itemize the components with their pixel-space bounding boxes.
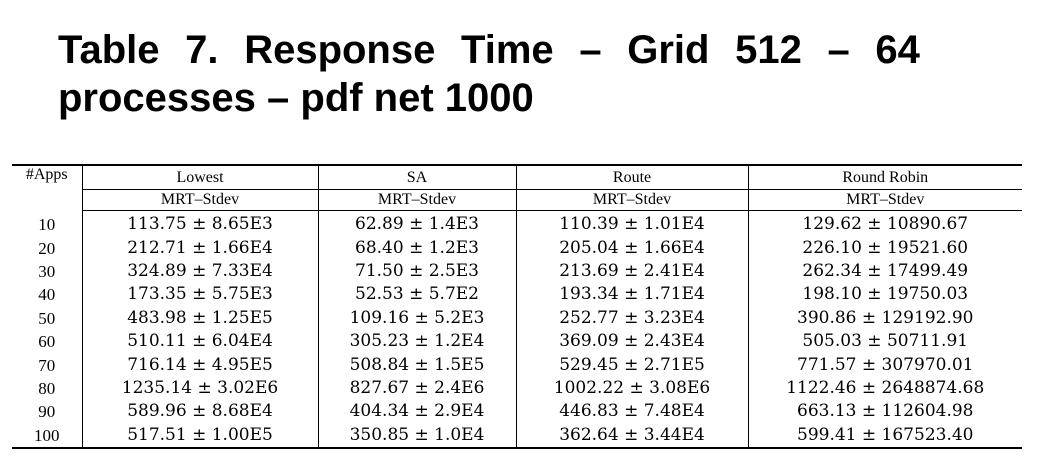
table-row: 10 113.75 ± 8.65E3 62.89 ± 1.4E3 110.39 ± 1… bbox=[12, 210, 1022, 237]
table-row: 70 716.14 ± 4.95E5 508.84 ± 1.5E5 529.45 ± … bbox=[12, 353, 1022, 377]
table-row: 30 324.89 ± 7.33E4 71.50 ± 2.5E3 213.69 ± 2… bbox=[12, 259, 1022, 284]
value-cell: 350.85 ± 1.0E4 bbox=[318, 423, 517, 448]
value-cell: 205.04 ± 1.66E4 bbox=[516, 236, 749, 260]
value-cell: 113.75 ± 8.65E3 bbox=[82, 210, 319, 237]
table-row: 100 517.51 ± 1.00E5 350.85 ± 1.0E4 362.64 ±… bbox=[12, 423, 1022, 448]
table-row: 20 212.71 ± 1.66E4 68.40 ± 1.2E3 205.04 ± 1… bbox=[12, 236, 1022, 260]
caption-word: Grid bbox=[627, 28, 710, 72]
caption-word: 64 bbox=[875, 28, 920, 72]
value-cell: 827.67 ± 2.4E6 bbox=[318, 376, 517, 401]
value-cell: 62.89 ± 1.4E3 bbox=[318, 210, 517, 237]
value-cell: 483.98 ± 1.25E5 bbox=[82, 306, 319, 330]
table-row: 50 483.98 ± 1.25E5 109.16 ± 5.2E3 252.77 ± … bbox=[12, 306, 1022, 330]
subheader-cell: MRT–Stdev bbox=[82, 189, 319, 211]
subheader-cell: MRT–Stdev bbox=[318, 189, 517, 211]
table-row: 60 510.11 ± 6.04E4 305.23 ± 1.2E4 369.09 ± … bbox=[12, 329, 1022, 354]
subheader-cell: MRT–Stdev bbox=[516, 189, 749, 211]
apps-cell: 80 bbox=[12, 376, 83, 401]
response-time-table: #Apps Lowest SA Route Round Robin MRT–St… bbox=[12, 164, 1022, 449]
value-cell: 362.64 ± 3.44E4 bbox=[516, 423, 749, 448]
subheader-cell: MRT–Stdev bbox=[748, 189, 1022, 211]
apps-cell: 90 bbox=[12, 400, 83, 424]
apps-cell: 70 bbox=[12, 353, 83, 377]
value-cell: 173.35 ± 5.75E3 bbox=[82, 283, 319, 307]
column-header-sa: SA bbox=[318, 165, 517, 190]
apps-cell: 50 bbox=[12, 306, 83, 330]
value-cell: 213.69 ± 2.41E4 bbox=[516, 259, 749, 284]
value-cell: 252.77 ± 3.23E4 bbox=[516, 306, 749, 330]
value-cell: 129.62 ± 10890.67 bbox=[802, 214, 969, 235]
apps-cell: 30 bbox=[12, 259, 83, 284]
value-cell: 390.86 ± 129192.90 bbox=[797, 307, 974, 328]
value-cell: 198.10 ± 19750.03 bbox=[802, 284, 969, 305]
table-row: 90 589.96 ± 8.68E4 404.34 ± 2.9E4 446.83 ± … bbox=[12, 400, 1022, 424]
table-caption: Table 7. Response Time – Grid 512 – 64 p… bbox=[58, 26, 1018, 122]
value-cell: 1122.46 ± 2648874.68 bbox=[786, 377, 985, 398]
value-cell: 193.34 ± 1.71E4 bbox=[516, 283, 749, 307]
caption-word: – bbox=[827, 28, 850, 72]
value-cell: 1235.14 ± 3.02E6 bbox=[82, 376, 319, 401]
value-cell: 52.53 ± 5.7E2 bbox=[318, 283, 517, 307]
column-header-lowest: Lowest bbox=[82, 165, 319, 190]
value-cell: 716.14 ± 4.95E5 bbox=[82, 353, 319, 377]
value-cell: 68.40 ± 1.2E3 bbox=[318, 236, 517, 260]
caption-word: Time bbox=[461, 28, 554, 72]
column-header-round-robin: Round Robin bbox=[842, 168, 929, 186]
value-cell: 305.23 ± 1.2E4 bbox=[318, 329, 517, 354]
value-cell: 212.71 ± 1.66E4 bbox=[82, 236, 319, 260]
caption-word: 7. bbox=[185, 28, 219, 72]
table-row: 40 173.35 ± 5.75E3 52.53 ± 5.7E2 193.34 ± 1… bbox=[12, 283, 1022, 307]
value-cell: 1002.22 ± 3.08E6 bbox=[516, 376, 749, 401]
value-cell: 71.50 ± 2.5E3 bbox=[318, 259, 517, 284]
value-cell: 508.84 ± 1.5E5 bbox=[318, 353, 517, 377]
apps-cell: 10 bbox=[12, 210, 83, 237]
caption-word: – bbox=[579, 28, 602, 72]
value-cell: 771.57 ± 307970.01 bbox=[797, 354, 974, 375]
apps-cell: 100 bbox=[12, 423, 83, 448]
value-cell: 262.34 ± 17499.49 bbox=[802, 260, 969, 281]
caption-word: 512 bbox=[735, 28, 802, 72]
apps-cell: 40 bbox=[12, 283, 83, 307]
caption-word: Response bbox=[244, 28, 436, 72]
value-cell: 110.39 ± 1.01E4 bbox=[516, 210, 749, 237]
value-cell: 663.13 ± 112604.98 bbox=[797, 401, 974, 422]
caption-line-1: Table 7. Response Time – Grid 512 – 64 bbox=[58, 26, 920, 74]
apps-header: #Apps bbox=[12, 165, 83, 211]
value-cell: 446.83 ± 7.48E4 bbox=[516, 400, 749, 424]
value-cell: 404.34 ± 2.9E4 bbox=[318, 400, 517, 424]
column-header-route: Route bbox=[516, 165, 749, 190]
value-cell: 505.03 ± 50711.91 bbox=[802, 331, 969, 352]
apps-cell: 60 bbox=[12, 329, 83, 354]
apps-cell: 20 bbox=[12, 236, 83, 260]
subheader-row: MRT–Stdev MRT–Stdev MRT–Stdev MRT–Stdev bbox=[12, 189, 1022, 211]
table-row: 80 1235.14 ± 3.02E6 827.67 ± 2.4E6 1002.22 … bbox=[12, 376, 1022, 401]
value-cell: 369.09 ± 2.43E4 bbox=[516, 329, 749, 354]
caption-word: Table bbox=[58, 28, 160, 72]
value-cell: 599.41 ± 167523.40 bbox=[797, 424, 974, 445]
value-cell: 517.51 ± 1.00E5 bbox=[82, 423, 319, 448]
caption-line-2: processes – pdf net 1000 bbox=[58, 76, 534, 120]
value-cell: 510.11 ± 6.04E4 bbox=[82, 329, 319, 354]
header-row: #Apps Lowest SA Route Round Robin bbox=[12, 165, 1022, 211]
value-cell: 226.10 ± 19521.60 bbox=[802, 237, 969, 258]
value-cell: 324.89 ± 7.33E4 bbox=[82, 259, 319, 284]
table-body: 10 113.75 ± 8.65E3 62.89 ± 1.4E3 110.39 ± 1… bbox=[12, 210, 1022, 448]
value-cell: 109.16 ± 5.2E3 bbox=[318, 306, 517, 330]
value-cell: 589.96 ± 8.68E4 bbox=[82, 400, 319, 424]
value-cell: 529.45 ± 2.71E5 bbox=[516, 353, 749, 377]
